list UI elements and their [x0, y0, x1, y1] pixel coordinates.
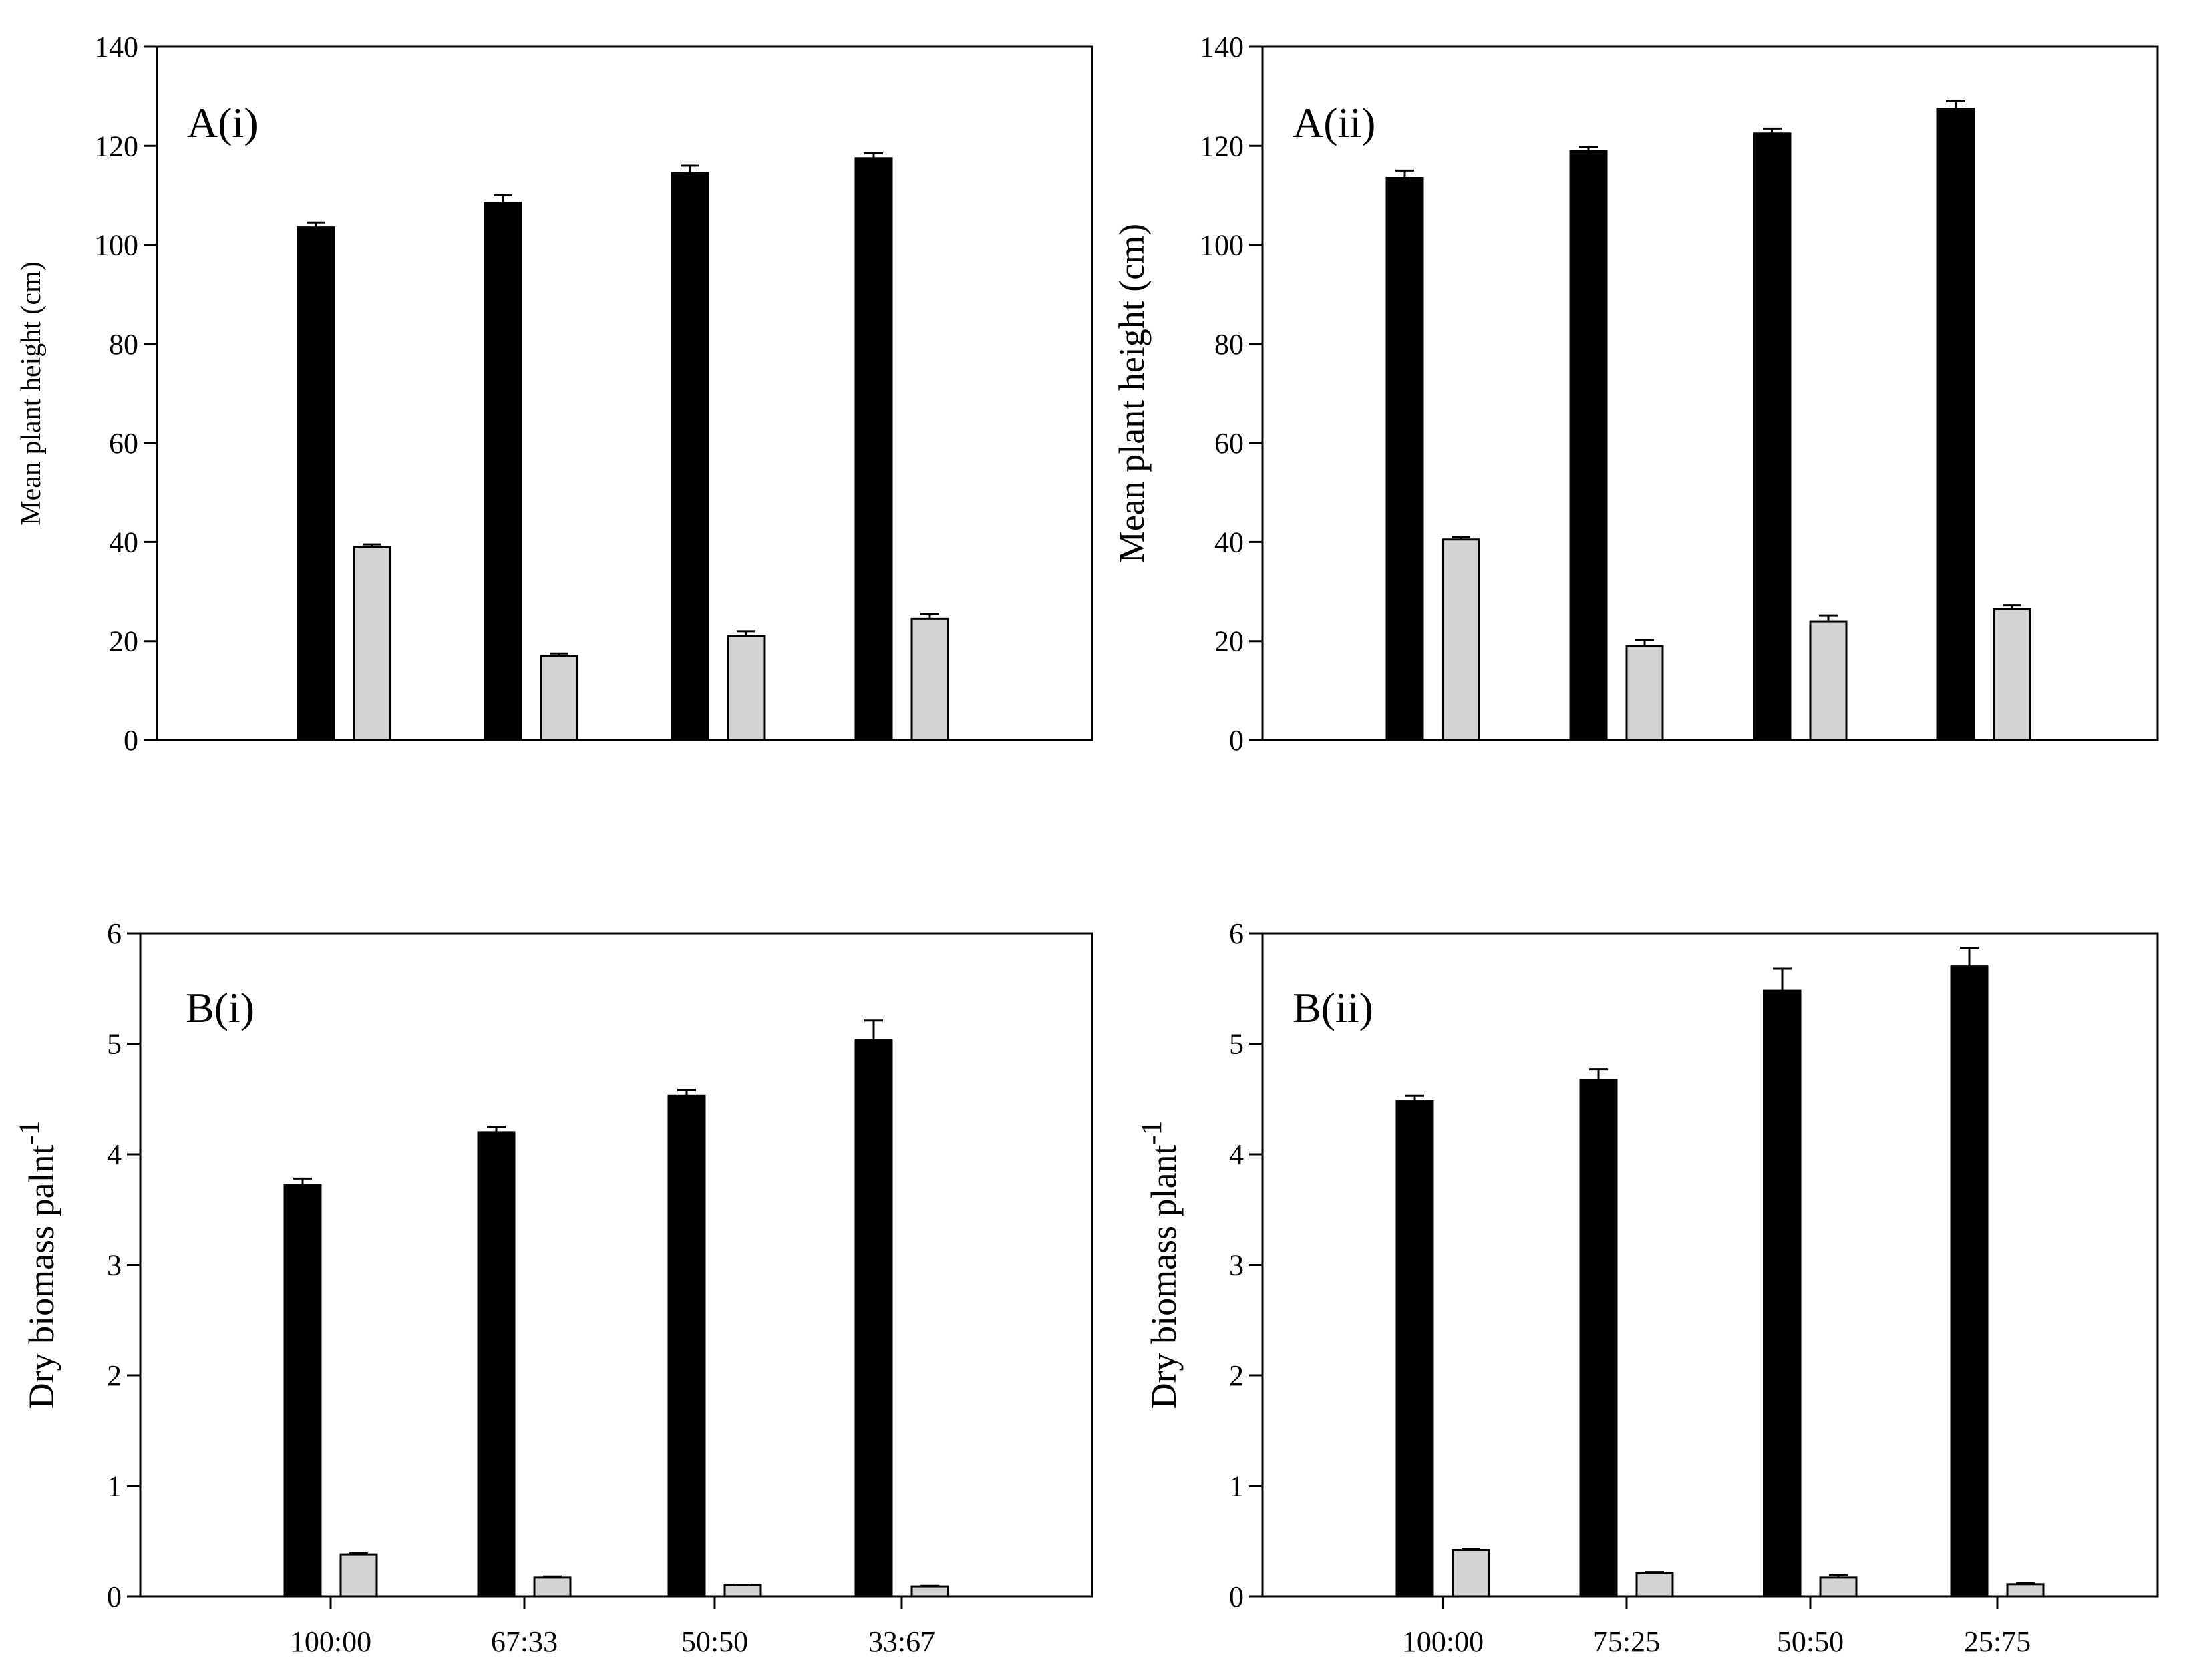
x-tick-label: 100:00	[290, 1625, 371, 1658]
y-axis-label-text: Dry biomass plant	[1144, 1144, 1184, 1409]
bar-series1-2[interactable]	[477, 1131, 516, 1598]
panel-label: A(i)	[187, 99, 259, 146]
bar-series2-1[interactable]	[1442, 538, 1480, 741]
bar-series2-3[interactable]	[1819, 1576, 1858, 1598]
y-axis-label-superscript: -1	[1136, 1121, 1168, 1145]
y-tick-label: 40	[1214, 526, 1244, 558]
y-tick-label: 5	[107, 1028, 122, 1061]
y-tick-label: 20	[109, 625, 138, 658]
y-tick-label: 0	[1229, 724, 1244, 757]
y-axis-label: Dry biomass palnt-1	[14, 1121, 61, 1409]
panel-label: A(ii)	[1293, 99, 1375, 146]
y-axis-label-text: Mean plant height (cm)	[1112, 224, 1152, 563]
bar-series1-3[interactable]	[1763, 989, 1802, 1598]
y-tick-label: 6	[107, 917, 122, 950]
y-tick-label: 2	[107, 1359, 122, 1392]
bar-series2-4[interactable]	[2006, 1583, 2045, 1598]
bar-series2-2[interactable]	[533, 1576, 572, 1598]
x-tick-label: 100:00	[1402, 1625, 1484, 1658]
bar-series2-4[interactable]	[910, 617, 949, 741]
bar-series1-3[interactable]	[1753, 132, 1792, 741]
y-axis-label-superscript: -1	[14, 1121, 45, 1145]
x-tick-label: 50:50	[681, 1625, 748, 1658]
y-tick-label: 60	[109, 427, 138, 460]
y-tick-label: 40	[109, 526, 138, 558]
panel-bii: 0 1 2 3 4 5 6 Dry biomass plant-1 B(ii) 100:00 75:…	[1136, 917, 2159, 1658]
x-tick-label: 25:75	[1964, 1625, 2031, 1658]
bar-series2-1[interactable]	[339, 1553, 378, 1598]
y-tick-label: 6	[1229, 917, 1244, 950]
y-tick-label: 120	[1200, 130, 1244, 162]
y-tick-label: 1	[1229, 1470, 1244, 1503]
y-tick-label: 120	[94, 130, 138, 162]
y-tick-label: 100	[94, 229, 138, 262]
bar-series1-4[interactable]	[854, 1039, 893, 1598]
bar-series1-4[interactable]	[854, 157, 893, 741]
bar-series1-1[interactable]	[297, 226, 335, 741]
y-tick-label: 100	[1200, 229, 1244, 262]
y-tick-label: 80	[1214, 328, 1244, 361]
y-tick-label: 3	[1229, 1249, 1244, 1282]
bar-series2-1[interactable]	[353, 546, 391, 741]
bar-series2-3[interactable]	[727, 635, 766, 741]
plot-frame	[139, 932, 1093, 1598]
panel-bi: 0 1 2 3 4 5 6 Dry biomass palnt-1 B(i) 100:00 67:3…	[14, 917, 1093, 1658]
bar-series2-3[interactable]	[1809, 620, 1848, 741]
bar-series1-2[interactable]	[484, 202, 522, 741]
y-tick-label: 4	[107, 1138, 122, 1171]
panel-ai: 0 20 40 60 80 100 120 140 Mean plant height (cm)…	[16, 31, 1093, 757]
bar-series2-4[interactable]	[1993, 608, 2031, 741]
x-tick-label: 33:67	[868, 1625, 935, 1658]
panel-label: B(i)	[186, 984, 255, 1031]
bar-series2-2[interactable]	[1625, 645, 1664, 741]
panel-aii: 0 20 40 60 80 100 120 140 Mean plant height (cm)…	[1112, 31, 2159, 757]
bar-series1-3[interactable]	[671, 172, 709, 741]
plot-frame	[156, 45, 1093, 741]
y-axis-label: Dry biomass plant-1	[1136, 1121, 1184, 1409]
plot-frame	[1261, 45, 2159, 741]
bar-series1-4[interactable]	[1950, 965, 1989, 1598]
y-tick-label: 140	[94, 31, 138, 63]
x-tick-label: 50:50	[1777, 1625, 1844, 1658]
y-axis-label: Mean plant height (cm)	[16, 261, 47, 525]
y-tick-label: 1	[107, 1470, 122, 1503]
bar-series1-3[interactable]	[667, 1094, 706, 1598]
bar-series1-2[interactable]	[1569, 150, 1608, 741]
panel-label: B(ii)	[1293, 984, 1373, 1031]
bar-series2-2[interactable]	[1635, 1572, 1674, 1598]
bar-series2-2[interactable]	[540, 655, 578, 741]
x-tick-label: 67:33	[491, 1625, 558, 1658]
x-tick-label: 75:25	[1593, 1625, 1660, 1658]
y-tick-label: 80	[109, 328, 138, 361]
y-axis-label: Mean plant height (cm)	[1112, 224, 1152, 563]
bar-series2-4[interactable]	[910, 1585, 949, 1598]
bar-series1-4[interactable]	[1936, 108, 1975, 741]
y-axis-label-text: Mean plant height (cm)	[16, 261, 47, 525]
bar-series1-1[interactable]	[1385, 176, 1424, 741]
y-tick-label: 0	[1229, 1580, 1244, 1613]
bar-series2-3[interactable]	[723, 1584, 762, 1598]
bar-series2-1[interactable]	[1452, 1548, 1490, 1598]
bar-series1-1[interactable]	[1395, 1100, 1434, 1598]
y-tick-label: 20	[1214, 625, 1244, 658]
y-tick-label: 140	[1200, 31, 1244, 63]
bar-series1-1[interactable]	[283, 1184, 322, 1598]
y-axis-label-text: Dry biomass palnt	[21, 1144, 61, 1409]
y-tick-label: 2	[1229, 1359, 1244, 1392]
y-tick-label: 3	[107, 1249, 122, 1282]
y-tick-label: 4	[1229, 1138, 1244, 1171]
y-tick-label: 60	[1214, 427, 1244, 460]
bar-series1-2[interactable]	[1579, 1079, 1618, 1598]
y-tick-label: 5	[1229, 1028, 1244, 1061]
y-tick-label: 0	[107, 1580, 122, 1613]
y-tick-label: 0	[124, 724, 138, 757]
